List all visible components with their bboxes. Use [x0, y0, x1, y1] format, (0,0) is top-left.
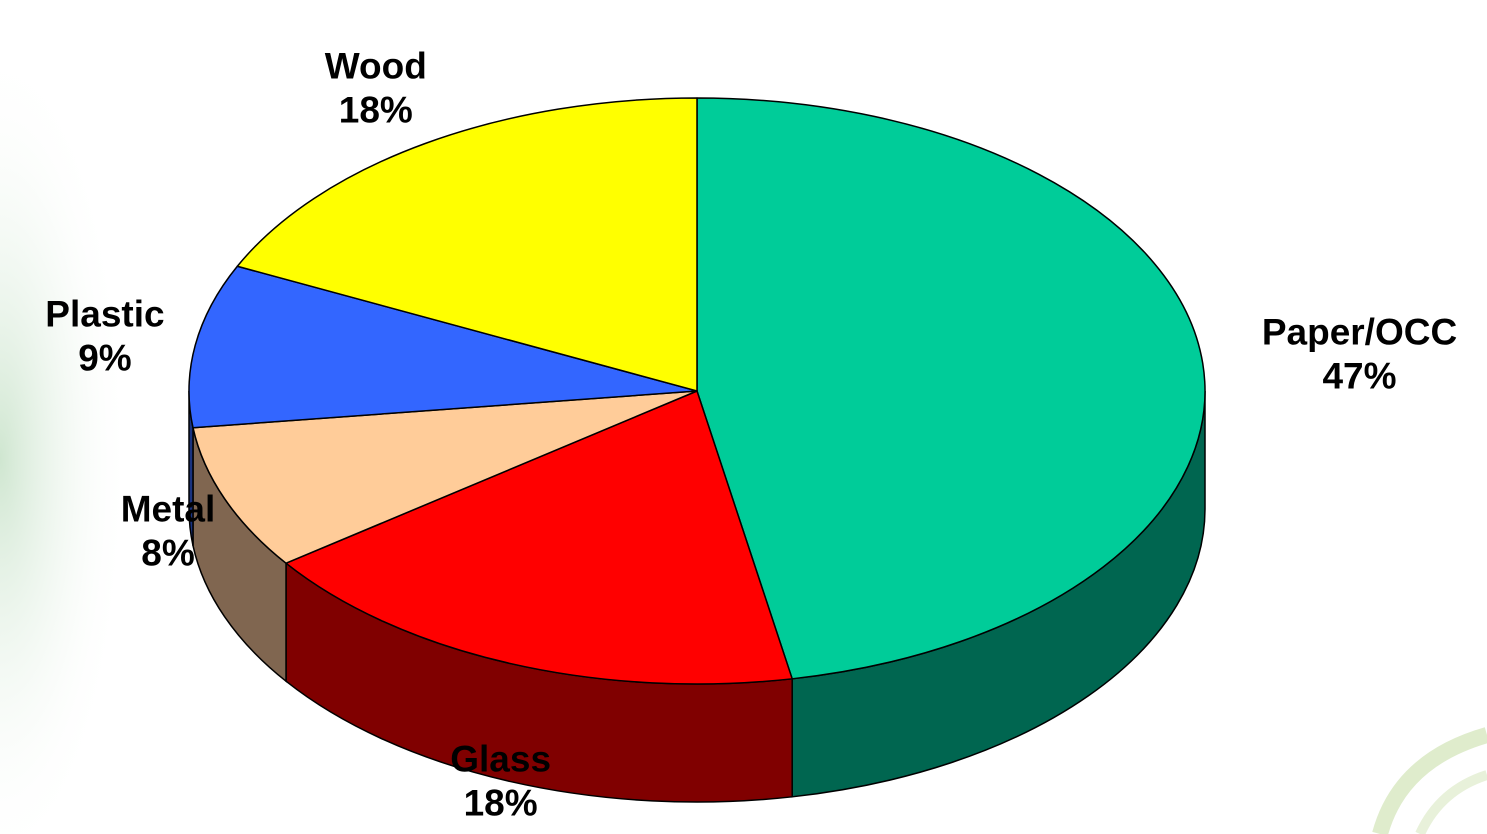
corner-swirl: [1372, 727, 1487, 834]
pie-slice-plastic: [188, 265, 698, 429]
slice-name: Metal: [120, 488, 216, 530]
pie-slice-wood: [236, 97, 698, 392]
slice-percent: 8%: [141, 532, 195, 574]
slice-percent: 18%: [463, 783, 538, 825]
pie-top: [188, 97, 1206, 685]
slice-percent: 18%: [338, 90, 413, 132]
data-label-plastic: Plastic 9%: [45, 293, 164, 382]
slice-name: Plastic: [45, 293, 165, 335]
data-label-metal: Metal 8%: [121, 487, 216, 576]
data-label-paper-occ: Paper/OCC 47%: [1262, 310, 1457, 399]
slice-name: Paper/OCC: [1261, 311, 1458, 353]
pie-slice-metal: [192, 390, 698, 564]
data-label-wood: Wood 18%: [325, 45, 427, 134]
pie-sides: [188, 390, 1206, 803]
slice-percent: 9%: [78, 337, 132, 379]
pie-slice-paper-occ: [696, 97, 1206, 680]
pie-slice-glass: [285, 390, 793, 685]
data-label-glass: Glass 18%: [450, 738, 551, 827]
slice-percent: 47%: [1322, 355, 1397, 397]
slice-name: Glass: [450, 738, 552, 780]
slice-name: Wood: [324, 45, 427, 87]
